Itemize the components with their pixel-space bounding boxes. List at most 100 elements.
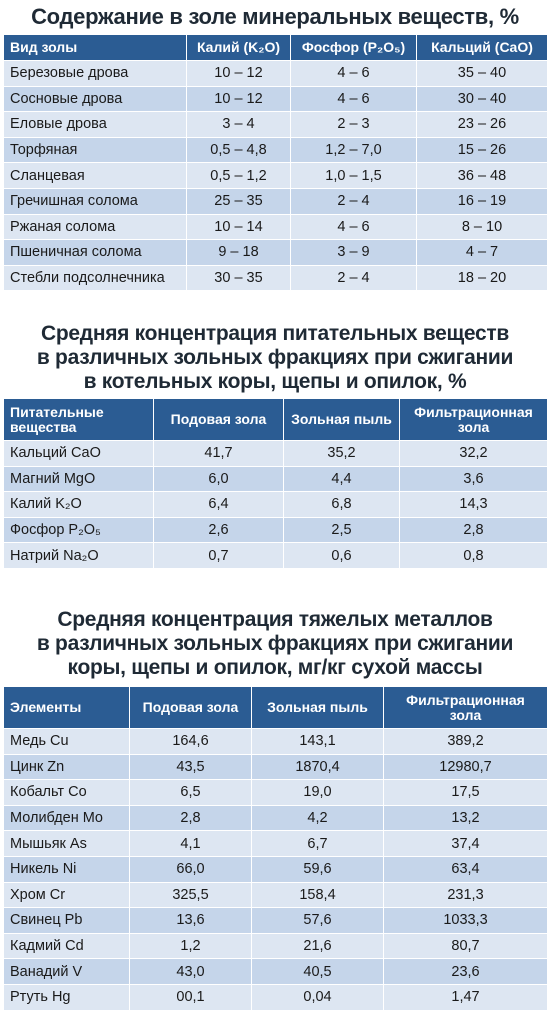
table1-header-calcium: Кальций (CaO)	[416, 34, 548, 61]
row-label: Гречишная солома	[3, 187, 187, 215]
row-value: 1,47	[383, 983, 548, 1011]
row-value: 1870,4	[251, 753, 384, 781]
table2-header-fly-ash: Зольная пыль	[283, 398, 400, 441]
row-value: 37,4	[383, 830, 548, 857]
row-label: Свинец Pb	[3, 907, 130, 934]
row-label: Сланцевая	[3, 162, 187, 189]
row-value: 143,1	[251, 728, 384, 755]
table-row: Калий K₂O 6,4 6,8 14,3	[3, 491, 548, 518]
row-value: 32,2	[399, 440, 548, 467]
table2-header-filter-ash: Фильтрационная зола	[399, 398, 548, 441]
row-label: Мышьяк As	[3, 830, 130, 857]
table-row: Сланцевая 0,5 – 1,2 1,0 – 1,5 36 – 48	[3, 162, 548, 189]
row-value: 3,6	[399, 465, 548, 493]
row-value: 4,1	[129, 830, 252, 857]
row-value: 6,4	[153, 491, 284, 518]
row-value: 10 – 12	[186, 60, 291, 87]
row-value: 325,5	[129, 881, 252, 909]
row-label: Стебли подсолнечника	[3, 264, 187, 292]
table-row: Кальций CaO 41,7 35,2 32,2	[3, 440, 548, 467]
row-value: 0,04	[251, 983, 384, 1011]
table-row: Гречишная солома 25 – 35 2 – 4 16 – 19	[3, 187, 548, 215]
table3-header-element: Элементы	[3, 686, 130, 729]
table-row: Фосфор P₂O₅ 2,6 2,5 2,8	[3, 516, 548, 544]
table-row: Медь Cu 164,6 143,1 389,2	[3, 728, 548, 755]
row-value: 41,7	[153, 440, 284, 467]
row-label: Медь Cu	[3, 728, 130, 755]
row-value: 59,6	[251, 855, 384, 883]
row-value: 40,5	[251, 958, 384, 985]
row-value: 6,8	[283, 491, 400, 518]
row-value: 1033,3	[383, 907, 548, 934]
row-value: 2 – 3	[290, 111, 417, 138]
row-value: 8 – 10	[416, 213, 548, 241]
row-value: 35,2	[283, 440, 400, 467]
section-nutrient-concentration: Средняя концентрация питательных веществ…	[0, 322, 550, 569]
row-value: 14,3	[399, 491, 548, 518]
heavy-metals-table: Элементы Подовая зола Зольная пыль Фильт…	[3, 686, 548, 1011]
row-value: 4 – 6	[290, 213, 417, 241]
row-value: 17,5	[383, 779, 548, 806]
row-value: 2 – 4	[290, 187, 417, 215]
row-value: 1,0 – 1,5	[290, 162, 417, 189]
row-value: 4,4	[283, 465, 400, 493]
row-value: 30 – 35	[186, 264, 291, 292]
table3-header-filter-ash: Фильтрационная зола	[383, 686, 548, 729]
row-value: 9 – 18	[186, 239, 291, 266]
row-value: 23,6	[383, 958, 548, 985]
row-value: 63,4	[383, 855, 548, 883]
table-row: Кадмий Cd 1,2 21,6 80,7	[3, 932, 548, 960]
table-row: Торфяная 0,5 – 4,8 1,2 – 7,0 15 – 26	[3, 136, 548, 164]
row-value: 164,6	[129, 728, 252, 755]
row-value: 57,6	[251, 907, 384, 934]
table3-title-line: в различных зольных фракциях при сжигани…	[36, 632, 514, 655]
row-value: 2,8	[399, 516, 548, 544]
row-value: 4 – 6	[290, 85, 417, 113]
row-label: Хром Cr	[3, 881, 130, 909]
row-label: Магний MgO	[3, 465, 154, 493]
row-value: 21,6	[251, 932, 384, 960]
row-label: Торфяная	[3, 136, 187, 164]
table1-header-potassium: Калий (K₂O)	[186, 34, 291, 61]
row-value: 13,6	[129, 907, 252, 934]
row-value: 3 – 4	[186, 111, 291, 138]
row-value: 1,2	[129, 932, 252, 960]
table-row: Ванадий V 43,0 40,5 23,6	[3, 958, 548, 985]
table1-header-phosphorus: Фосфор (P₂O₅)	[290, 34, 417, 61]
row-label: Кобальт Co	[3, 779, 130, 806]
table3-header-fly-ash: Зольная пыль	[251, 686, 384, 729]
table-row: Молибден Mo 2,8 4,2 13,2	[3, 804, 548, 832]
row-value: 3 – 9	[290, 239, 417, 266]
table-row: Магний MgO 6,0 4,4 3,6	[3, 465, 548, 493]
table3-title-line: Средняя концентрация тяжелых металлов	[57, 608, 493, 631]
table2-header-nutrient: Питательные вещества	[3, 398, 154, 441]
table2-title: Средняя концентрация питательных веществ…	[0, 322, 550, 394]
row-value: 13,2	[383, 804, 548, 832]
table-row: Свинец Pb 13,6 57,6 1033,3	[3, 907, 548, 934]
table-row: Хром Cr 325,5 158,4 231,3	[3, 881, 548, 909]
table-row: Сосновые дрова 10 – 12 4 – 6 30 – 40	[3, 85, 548, 113]
row-value: 158,4	[251, 881, 384, 909]
table-row: Кобальт Co 6,5 19,0 17,5	[3, 779, 548, 806]
row-label: Ртуть Hg	[3, 983, 130, 1011]
table2-title-line: в котельных коры, щепы и опилок, %	[83, 370, 467, 393]
table-row: Натрий Na₂O 0,7 0,6 0,8	[3, 542, 548, 569]
row-value: 66,0	[129, 855, 252, 883]
row-value: 36 – 48	[416, 162, 548, 189]
row-label: Березовые дрова	[3, 60, 187, 87]
row-value: 10 – 12	[186, 85, 291, 113]
row-value: 10 – 14	[186, 213, 291, 241]
table1-header-type: Вид золы	[3, 34, 187, 61]
row-value: 4 – 7	[416, 239, 548, 266]
table2-header-bottom-ash: Подовая зола	[153, 398, 284, 441]
table1-title: Содержание в золе минеральных веществ, %	[31, 4, 519, 29]
row-value: 6,0	[153, 465, 284, 493]
row-label: Сосновые дрова	[3, 85, 187, 113]
row-label: Ванадий V	[3, 958, 130, 985]
row-value: 2 – 4	[290, 264, 417, 292]
row-label: Кадмий Cd	[3, 932, 130, 960]
section-heavy-metals: Средняя концентрация тяжелых металлов в …	[0, 608, 550, 1011]
